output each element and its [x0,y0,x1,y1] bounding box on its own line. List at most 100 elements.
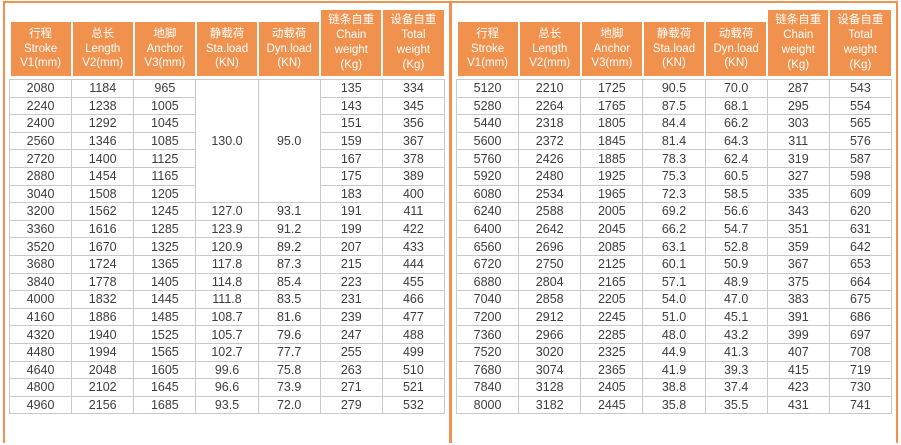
cell-anchor: 2205 [580,290,644,309]
header-line: Sta.load [652,42,696,55]
cell-total-weight: 334 [381,79,446,98]
table-row: 5920 2480 1925 75.3 60.5 327 598 [455,166,893,186]
cell-length: 2642 [518,219,582,239]
header-cell-length: 总长 Length V2(mm) [72,22,133,76]
cell-dyn-load: 73.9 [257,378,321,397]
table-left: 行程 Stroke V1(mm) 总长 Length V2(mm) 地脚 Anchor V3(m… [8,3,446,415]
cell-length: 2264 [518,96,582,116]
header-line: Length [532,42,568,55]
cell-dyn-load: 39.3 [704,360,768,380]
table-left-body: 2080 1184 965 130.0 95.0 135 334 2240 1238 1005 14… [8,78,446,415]
header-line: 总长 [91,27,115,40]
header-line: (KN) [215,57,239,70]
cell-anchor: 1525 [133,325,197,344]
cell-total-weight: 510 [381,360,446,380]
cell-dyn-load: 66.2 [704,114,768,133]
cell-sta-load: 114.8 [195,272,259,292]
header-cell-total-weight: 设备自重 Total weight (Kg) [830,10,891,76]
cell-sta-load: 72.3 [642,184,706,204]
cell-chain-weight: 367 [766,254,830,274]
table-row: 2080 1184 965 130.0 95.0 135 334 [8,78,446,204]
header-line: (KN) [724,57,748,70]
header-row: 行程 Stroke V1(mm) 总长 Length V2(mm) 地脚 Anchor V3(m… [9,3,445,80]
header-line: 静载荷 [209,27,245,40]
table-row: 7040 2858 2205 54.0 47.0 383 675 [455,290,893,309]
header-cell-chain-weight: 链条自重 Chain weight (Kg) [768,10,829,76]
cell-total-weight: 741 [828,395,893,415]
cell-length: 1454 [71,166,135,186]
header-line: (Kg) [402,58,425,71]
cell-stroke: 8000 [455,395,520,415]
cell-stroke: 3840 [8,272,73,292]
table-row: 4800 2102 1645 96.6 73.9 271 521 [8,378,446,397]
header-line: 链条自重 [775,14,822,27]
cell-total-weight: 576 [828,131,893,151]
header-dyn-load: 动载荷 Dyn.load (KN) [258,3,321,80]
cell-length: 1292 [71,114,135,133]
cell-total-weight: 521 [381,378,446,397]
cell-sta-load: 123.9 [195,219,259,239]
cell-chain-weight: 151 [319,114,383,133]
cell-chain-weight: 239 [319,307,383,327]
header-line: Anchor [146,42,184,55]
cell-anchor: 1925 [580,166,644,186]
cell-chain-weight: 423 [766,378,830,397]
header-cell-stroke: 行程 Stroke V1(mm) [10,22,71,76]
cell-stroke: 4480 [8,342,73,362]
cell-chain-weight: 383 [766,290,830,309]
cell-anchor: 1445 [133,290,197,309]
cell-total-weight: 466 [381,290,446,309]
cell-length: 2426 [518,149,582,168]
cell-total-weight: 653 [828,254,893,274]
table-row: 4000 1832 1445 111.8 83.5 231 466 [8,290,446,309]
cell-stroke: 4640 [8,360,73,380]
cell-stroke: 6560 [455,237,520,256]
cell-length: 2372 [518,131,582,151]
header-length: 总长 Length V2(mm) [518,3,581,80]
cell-sta-load: 87.5 [642,96,706,116]
cell-anchor: 965 [133,79,197,98]
cell-total-weight: 686 [828,307,893,327]
cell-dyn-load: 62.4 [704,149,768,168]
header-anchor: 地脚 Anchor V3(mm) [580,3,643,80]
cell-stroke: 2240 [8,96,73,116]
spec-table-right-half: 行程 Stroke V1(mm) 总长 Length V2(mm) 地脚 Anchor V3(m… [452,3,896,443]
cell-length: 2156 [71,395,135,415]
cell-total-weight: 532 [381,395,446,415]
cell-length: 2858 [518,290,582,309]
center-divider [449,3,452,443]
header-line: 地脚 [600,27,624,40]
cell-sta-load: 81.4 [642,131,706,151]
cell-sta-load: 96.6 [195,378,259,397]
header-line: Stroke [23,42,58,55]
cell-stroke: 5760 [455,149,520,168]
cell-length: 2210 [518,79,582,98]
cell-stroke: 7520 [455,342,520,362]
cell-anchor: 1845 [580,131,644,151]
cell-stroke: 6080 [455,184,520,204]
cell-dyn-load: 54.7 [704,219,768,239]
cell-total-weight: 719 [828,360,893,380]
cell-anchor: 1325 [133,237,197,256]
header-length: 总长 Length V2(mm) [71,3,134,80]
cell-anchor: 1365 [133,254,197,274]
header-anchor: 地脚 Anchor V3(mm) [133,3,196,80]
header-cell-length: 总长 Length V2(mm) [519,22,580,76]
cell-dyn-load: 89.2 [257,237,321,256]
cell-total-weight: 400 [381,184,446,204]
cell-dyn-load: 68.1 [704,96,768,116]
cell-dyn-load: 70.0 [704,79,768,98]
cell-dyn-load: 58.5 [704,184,768,204]
cell-chain-weight: 175 [319,166,383,186]
cell-dyn-load: 93.1 [257,202,321,221]
header-line: (KN) [662,57,686,70]
cell-stroke: 2080 [8,79,73,98]
table-row: 6560 2696 2085 63.1 52.8 359 642 [455,237,893,256]
header-line: Dyn.load [713,42,759,55]
cell-anchor: 1605 [133,360,197,380]
cell-chain-weight: 399 [766,325,830,344]
cell-anchor: 2445 [580,395,644,415]
cell-stroke: 3520 [8,237,73,256]
header-chain-weight: 链条自重 Chain weight (Kg) [320,3,383,80]
header-row: 行程 Stroke V1(mm) 总长 Length V2(mm) 地脚 Anchor V3(m… [456,3,892,80]
